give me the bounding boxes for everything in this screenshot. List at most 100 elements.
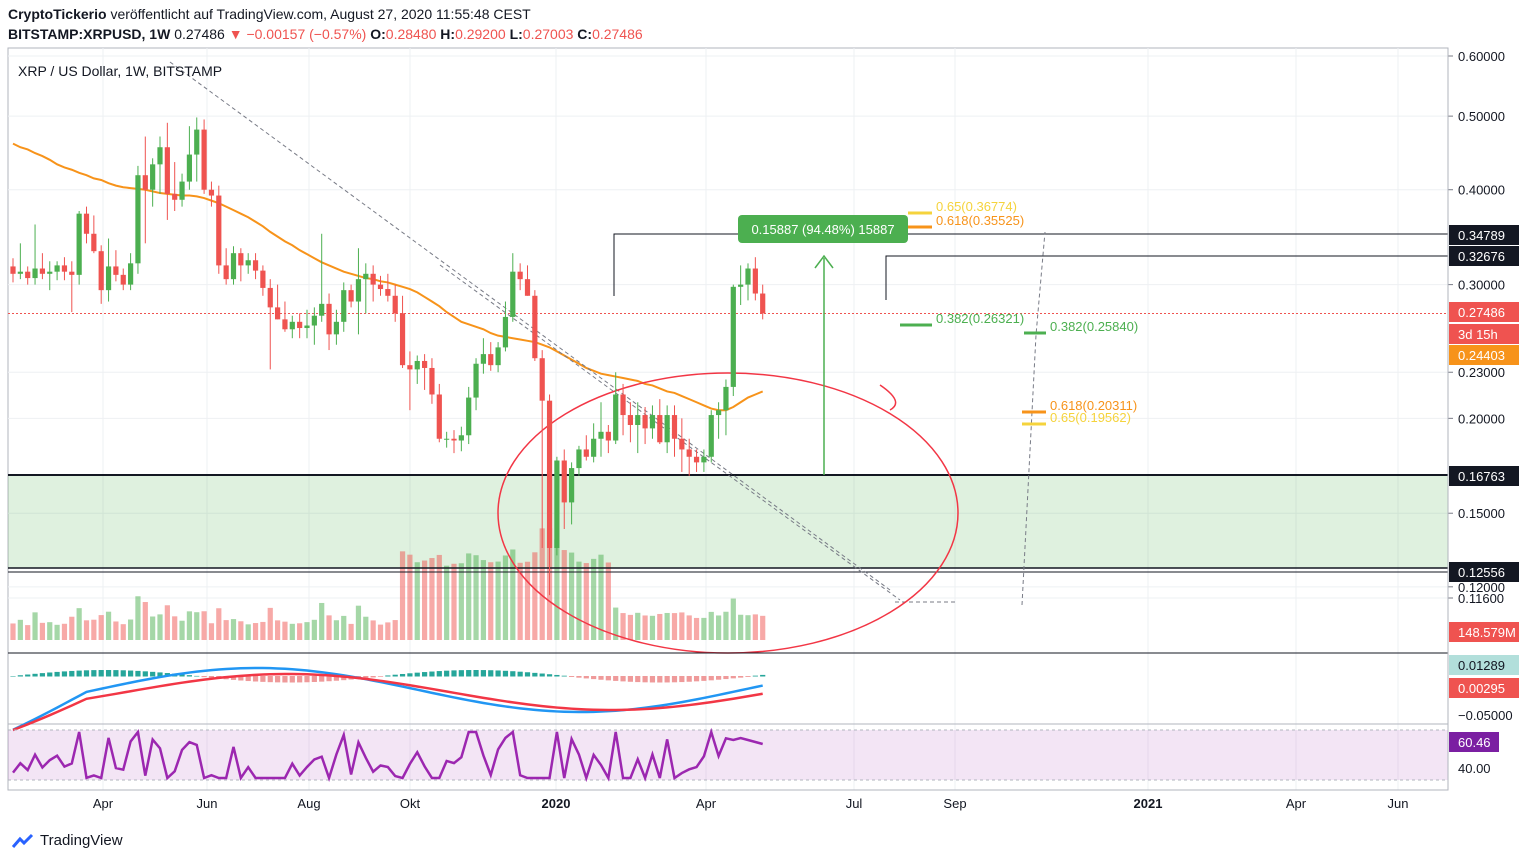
macd-histogram-bar [451,670,457,677]
volume-bar [488,562,494,640]
volume-bar [495,561,501,640]
time-axis[interactable]: Apr Jun Aug Okt 2020 Apr Jul Sep 2021 Apr Jun [8,789,1448,811]
candle-body [546,400,553,548]
macd-histogram-bar [554,674,560,677]
macd-histogram-bar [627,676,633,682]
fib-top-065-label: 0.65(0.36774) [936,199,1017,214]
symbol-label: BITSTAMP:XRPUSD, 1W [8,26,171,42]
volume-bar [333,620,339,640]
macd-histogram-bar [194,675,200,677]
volume-bar [120,624,126,640]
y-tick-label: 0.15000 [1458,506,1505,521]
measure-label-box [738,215,908,243]
macd-histogram-bar [693,676,700,682]
y-tick-label: 0.60000 [1458,49,1505,64]
macd-histogram-bar [444,670,450,677]
volume-bar [708,611,714,640]
publish-info: veröffentlicht auf TradingView.com, Augu… [110,6,531,22]
candle-body [39,268,45,274]
projection-path [1021,231,1046,606]
macd-histogram-bar [686,676,692,682]
macd-histogram-bar [157,672,163,677]
candle-body [693,456,700,463]
candle-body [297,321,303,329]
price-badge [1449,345,1519,365]
macd-histogram-bar [282,676,288,683]
fib-bot-0618-label: 0.618(0.20311) [1050,398,1137,413]
volume-bar [517,562,523,640]
macd-histogram-bar [61,671,68,677]
fib-382-a-label: 0.382(0.26321) [936,311,1024,326]
candle-body [414,360,420,370]
candle-body [355,279,362,302]
fib-top-0618-label: 0.618(0.35525) [936,213,1024,228]
macd-histogram-bar [25,674,31,677]
x-tick-label: Jun [1388,796,1409,811]
macd-histogram-bar [91,670,97,677]
candle-body [47,271,53,274]
macd-histogram-bar [363,676,369,679]
volume-bar [605,562,611,640]
candle-body [385,289,391,296]
price-axis[interactable]: 0.60000 0.50000 0.40000 0.30000 0.23000 0.200… [1447,48,1519,790]
macd-histogram-bar [32,673,38,677]
volume-bar [693,617,700,640]
volume-bar [216,608,222,640]
volume-bar [422,560,428,640]
candle-body [488,354,494,366]
volume-bar [664,612,670,640]
macd-histogram-bar [47,672,53,677]
price-badge-label: 0.32676 [1458,249,1505,264]
candle-body [730,286,736,387]
macd-histogram-bar [275,676,281,683]
rsi-badge-label: 60.46 [1458,735,1491,750]
tradingview-logo-icon [12,833,34,848]
candle-body [91,233,97,252]
candle-body [701,456,707,463]
macd-histogram-bar [392,674,398,677]
candle-body [605,431,611,441]
volume-bar [113,621,119,640]
volume-bar [54,624,60,640]
candle-body [245,260,251,266]
y-tick-label: 0.30000 [1458,278,1505,293]
volume-bar [208,623,215,640]
macd-histogram-bar [150,671,156,677]
volume-bar [377,624,384,640]
candle-body [32,268,38,279]
candle-body [179,181,185,200]
tradingview-logo[interactable]: TradingView [12,832,123,849]
macd-histogram-bar [649,676,656,683]
volume-bar [179,620,185,640]
high-label: H: [440,26,456,42]
volume-bar [348,623,354,640]
macd-histogram-bar [671,676,678,683]
volume-bar [569,552,575,640]
volume-bar [47,622,53,640]
macd-histogram-bar [422,672,428,677]
resistance-line-2 [885,255,1448,300]
candle-body [524,279,531,296]
macd-histogram-bar [399,673,406,677]
rsi-line [12,727,764,783]
volume-bar [598,554,604,640]
volume-bar [532,552,538,640]
volume-bar [282,621,288,640]
close-label: C: [577,26,593,42]
volume-bar [576,561,582,640]
macd-histogram-bar [83,670,90,677]
macd-histogram-bar [701,676,707,681]
macd-histogram-bar [304,676,310,683]
close-value: 0.27486 [592,26,643,42]
candle-body [377,284,384,290]
macd-histogram-bar [385,675,391,677]
price-badge [1449,246,1519,266]
volume-bar [738,614,744,640]
candle-body [260,270,266,288]
macd-histogram-bar [458,670,464,677]
publisher-name: CryptoTickerio [8,6,107,22]
macd-histogram-bar [517,671,523,677]
macd-histogram-bar [495,670,501,677]
candle-body [10,266,16,274]
